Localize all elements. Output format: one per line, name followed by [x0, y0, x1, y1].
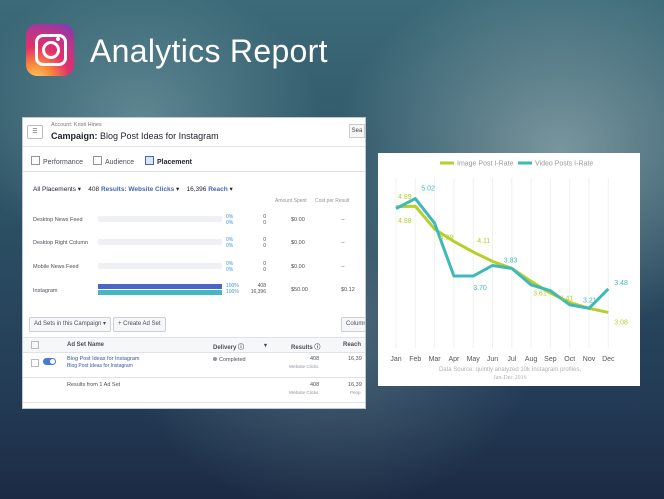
checkbox-icon	[93, 156, 102, 165]
data-label: 4.29	[440, 234, 454, 241]
data-label: 3.48	[614, 280, 628, 287]
campaign-menu-icon[interactable]: ☰	[27, 125, 43, 139]
legend-label: Video Posts I-Rate	[535, 161, 593, 168]
search-button[interactable]: Sea	[349, 124, 365, 138]
adset-toggle[interactable]	[43, 358, 56, 365]
data-label: 5.02	[421, 186, 435, 193]
adset-toolbar: Ad Sets in this Campaign ▾ + Create Ad S…	[29, 317, 365, 333]
status-dot-icon	[213, 357, 217, 361]
engagement-chart: Image Post I-Rate Video Posts I-Rate 4.89 5…	[378, 153, 640, 386]
x-tick-label: May	[467, 356, 481, 363]
x-tick-label: Jan	[390, 356, 401, 363]
x-tick-label: Sep	[544, 356, 557, 363]
tab-audience[interactable]: Audience	[93, 156, 134, 166]
x-tick-label: Feb	[409, 356, 421, 363]
x-tick-label: Dec	[602, 356, 615, 363]
cost-column-header: Cost per Result	[315, 198, 350, 204]
table-row[interactable]: Blog Post Ideas for Instagram Blog Post …	[23, 353, 365, 378]
data-label: 4.89	[398, 194, 412, 201]
x-tick-label: Oct	[564, 356, 575, 363]
data-label: 3.21	[583, 297, 597, 304]
instagram-logo-icon	[26, 24, 74, 76]
tab-placement[interactable]: Placement	[145, 156, 192, 166]
x-tick-label: Jun	[487, 356, 498, 363]
data-label: 3.83	[504, 257, 518, 264]
x-tick-label: Nov	[583, 356, 596, 363]
data-label: 3.41	[560, 295, 574, 302]
amount-column-header: Amount Spent	[275, 198, 307, 204]
data-label: 4.88	[398, 218, 412, 225]
source-note-date: Jan-Dec 2016	[493, 375, 526, 381]
table-total-row: Results from 1 Ad Set 408 Website Clicks…	[23, 378, 365, 403]
checkbox-icon	[145, 156, 154, 165]
placement-filters[interactable]: All Placements ▾ 408 Results: Website Cl…	[33, 186, 233, 193]
x-tick-label: Apr	[448, 356, 460, 363]
campaign-header: ☰ Account: Kristi Hines Campaign: Blog P…	[23, 118, 365, 147]
series-line-video	[395, 197, 610, 310]
x-tick-label: Mar	[429, 356, 442, 363]
adset-table: Ad Set Name Delivery ⓘ ▾ Results ⓘ Reach…	[23, 337, 365, 403]
checkbox-icon	[31, 156, 40, 165]
data-label: 4.11	[477, 238, 490, 245]
x-tick-label: Jul	[507, 356, 516, 363]
row-checkbox[interactable]	[31, 359, 39, 367]
create-adset-button[interactable]: + Create Ad Set	[113, 317, 166, 332]
data-label: 3.61	[533, 290, 547, 297]
data-label: 3.70	[473, 285, 487, 292]
slide-title: Analytics Report	[90, 33, 328, 69]
select-all-checkbox[interactable]	[31, 341, 39, 349]
adsets-dropdown[interactable]: Ad Sets in this Campaign ▾	[29, 317, 112, 332]
tab-performance[interactable]: Performance	[31, 156, 83, 166]
breakdown-tabs: Performance Audience Placement	[23, 151, 365, 172]
source-note: Data Source: quintly analyzed 10k Instag…	[439, 367, 581, 373]
legend-label: Image Post I-Rate	[457, 161, 514, 168]
columns-button[interactable]: Column	[341, 317, 365, 332]
ads-manager-panel: ☰ Account: Kristi Hines Campaign: Blog P…	[22, 117, 366, 409]
data-label: 3.08	[614, 319, 628, 326]
series-line-image	[395, 204, 609, 314]
account-label: Account: Kristi Hines	[51, 122, 102, 128]
x-tick-label: Aug	[525, 356, 538, 363]
campaign-title: Campaign: Blog Post Ideas for Instagram	[51, 131, 219, 141]
table-header: Ad Set Name Delivery ⓘ ▾ Results ⓘ Reach	[23, 337, 365, 353]
line-chart: Image Post I-Rate Video Posts I-Rate 4.89 5…	[390, 161, 628, 382]
